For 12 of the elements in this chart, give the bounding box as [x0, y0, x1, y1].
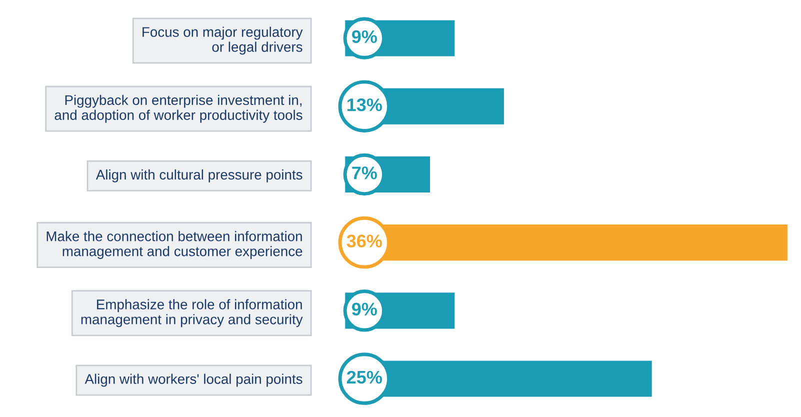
data-label: 9% — [352, 30, 377, 44]
data-label: 9% — [352, 302, 377, 316]
data-label: 36% — [346, 234, 382, 248]
data-label: 13% — [347, 98, 382, 112]
y-tick-label: Piggyback on enterprise investment in, and adoption of worker productivity tools — [54, 94, 302, 123]
y-tick-label: Make the connection between information management and customer experience — [46, 231, 302, 259]
data-label: 7% — [352, 166, 377, 180]
y-tick-label: Align with cultural pressure points — [96, 169, 302, 182]
y-tick-label: Align with workers' local pain points — [84, 374, 302, 387]
data-label: 25% — [346, 370, 382, 384]
y-tick-label: Emphasize the role of information management in privacy and security — [81, 299, 303, 328]
y-tick-label: Focus on major regulatory or legal drivers — [142, 26, 303, 55]
